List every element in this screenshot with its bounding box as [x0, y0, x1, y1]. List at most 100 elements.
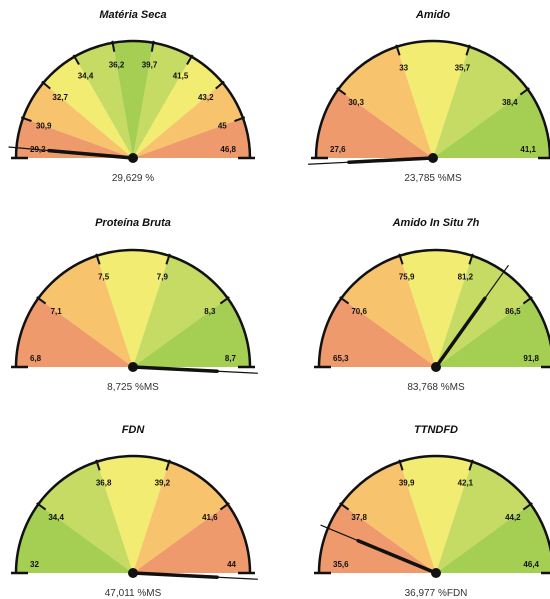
gauge-arc [14, 248, 252, 368]
gauge-band-green [436, 298, 550, 367]
gauge-value: 83,768 %MS [407, 382, 465, 393]
gauge-tick [522, 296, 533, 305]
gauge-tick [395, 44, 401, 56]
gauge-amido-in-situ-7h: Amido In Situ 7h 65,3 70,6 75,9 81,2 86,5 91,8… [314, 217, 550, 393]
gauge-needle [131, 571, 219, 579]
gauge-tick-label: 39,7 [142, 60, 158, 69]
gauge-tick [339, 296, 350, 305]
gauge-band-orange [341, 461, 436, 573]
gauge-band-red [319, 298, 436, 367]
gauge-tick-label: 45 [218, 122, 227, 131]
gauge-band-orange [133, 82, 243, 158]
gauge-tick-label: 27,6 [330, 145, 346, 154]
gauge-tick-label: 34,4 [48, 513, 64, 522]
gauge-tick-label: 75,9 [399, 273, 415, 282]
gauge-tick [339, 502, 350, 511]
gauge-band-yellow [396, 41, 470, 158]
gauge-tick-label: 30,3 [348, 98, 364, 107]
gauge-fdn: FDN 32 34,4 36,8 39,2 41,6 44 47,011 %MS [11, 424, 258, 599]
gauge-band-yellow [399, 456, 473, 573]
gauge-tick [398, 459, 404, 471]
gauge-tick-label: 36,2 [109, 60, 125, 69]
gauge-tick-label: 38,4 [502, 98, 518, 107]
gauge-arc [317, 248, 550, 368]
gauge-tick [165, 459, 171, 471]
gauge-band-lightgreen [436, 255, 531, 367]
gauge-tick-label: 46,4 [523, 560, 539, 569]
gauge-tick [36, 296, 47, 305]
gauge-band-yellow [133, 56, 223, 158]
gauge-needle [347, 156, 435, 164]
gauge-tick [219, 502, 230, 511]
gauge-band-green [436, 504, 550, 573]
gauge-title: TTNDFD [414, 424, 458, 436]
gauge-band-orange [338, 46, 433, 158]
gauge-tick-label: 6,8 [30, 354, 42, 363]
gauge-tick [522, 502, 533, 511]
gauge-tick [165, 253, 171, 265]
gauge-tick-label: 41,6 [202, 513, 218, 522]
gauge-tick-label: 44,2 [505, 513, 521, 522]
gauge-tick [20, 116, 32, 123]
gauge-title: FDN [122, 424, 146, 436]
gauge-pivot [431, 568, 441, 578]
gauge-materia-seca: Matéria Seca29,230,932,734,436,239,741,5… [8, 9, 255, 184]
gauge-title: Amido In Situ 7h [392, 217, 480, 229]
gauge-pivot [128, 568, 138, 578]
gauge-tick [72, 54, 80, 65]
gauge-band-lightgreen [38, 461, 133, 573]
gauge-needle [434, 296, 487, 369]
gauge-pivot [128, 362, 138, 372]
gauge-tick-label: 35,7 [455, 64, 471, 73]
gauge-arc [314, 39, 550, 159]
gauge-tick [398, 253, 404, 265]
gauge-value: 23,785 %MS [404, 173, 462, 184]
gauge-tick-label: 86,5 [505, 307, 521, 316]
gauge-arc [14, 454, 252, 574]
gauge-tick-label: 91,8 [523, 354, 539, 363]
gauge-value: 8,725 %MS [107, 382, 159, 393]
gauge-title: Proteína Bruta [95, 217, 171, 229]
gauge-band-lightgreen [133, 42, 192, 158]
gauge-pivot [431, 362, 441, 372]
gauge-tick-label: 8,3 [204, 307, 216, 316]
gauge-band-red [133, 504, 250, 573]
gauge-tick-label: 35,6 [333, 560, 349, 569]
gauge-band-yellow [96, 250, 170, 367]
gauge-tick-label: 34,4 [78, 72, 94, 81]
gauge-amido: Amido 27,6 30,3 33 35,7 38,4 41,1 23,785 %MS [308, 9, 550, 184]
gauge-tick-label: 37,8 [351, 513, 367, 522]
gauge-tick-label: 81,2 [458, 273, 474, 282]
gauge-band-red [16, 117, 133, 158]
gauge-tick [41, 80, 51, 90]
gauge-tick-label: 46,8 [220, 145, 236, 154]
gauge-needle [131, 365, 219, 373]
gauge-tick-label: 43,2 [198, 93, 214, 102]
gauge-arc [14, 39, 252, 159]
gauge-tick-label: 30,9 [36, 122, 52, 131]
gauge-tick [465, 44, 471, 56]
gauge-title: Matéria Seca [99, 9, 166, 21]
gauge-tick-label: 7,1 [51, 307, 63, 316]
gauge-tick-label: 65,3 [333, 354, 349, 363]
gauge-tick-label: 41,5 [173, 72, 189, 81]
gauge-band-green [112, 41, 154, 159]
gauge-tick [150, 40, 155, 52]
gauge-ttndfd: TTNDFD 35,6 37,8 39,9 42,1 44,2 46,4 36,977 %FD… [314, 424, 550, 599]
gauge-band-lightgreen [133, 255, 228, 367]
gauge-tick [111, 40, 116, 52]
gauge-tick [186, 54, 194, 65]
gauge-needle [356, 538, 438, 575]
gauge-tick-label: 32 [30, 560, 39, 569]
gauge-tick-label: 8,7 [225, 354, 237, 363]
gauge-tick-label: 39,2 [155, 479, 171, 488]
gauge-band-green [433, 89, 550, 158]
gauge-tick-label: 70,6 [351, 307, 367, 316]
gauge-band-red [319, 504, 436, 573]
gauge-tick-label: 41,1 [520, 145, 536, 154]
gauge-value: 36,977 %FDN [405, 588, 468, 599]
gauge-tick [519, 87, 530, 96]
gauge-needle [47, 148, 135, 160]
gauge-tick [468, 253, 474, 265]
